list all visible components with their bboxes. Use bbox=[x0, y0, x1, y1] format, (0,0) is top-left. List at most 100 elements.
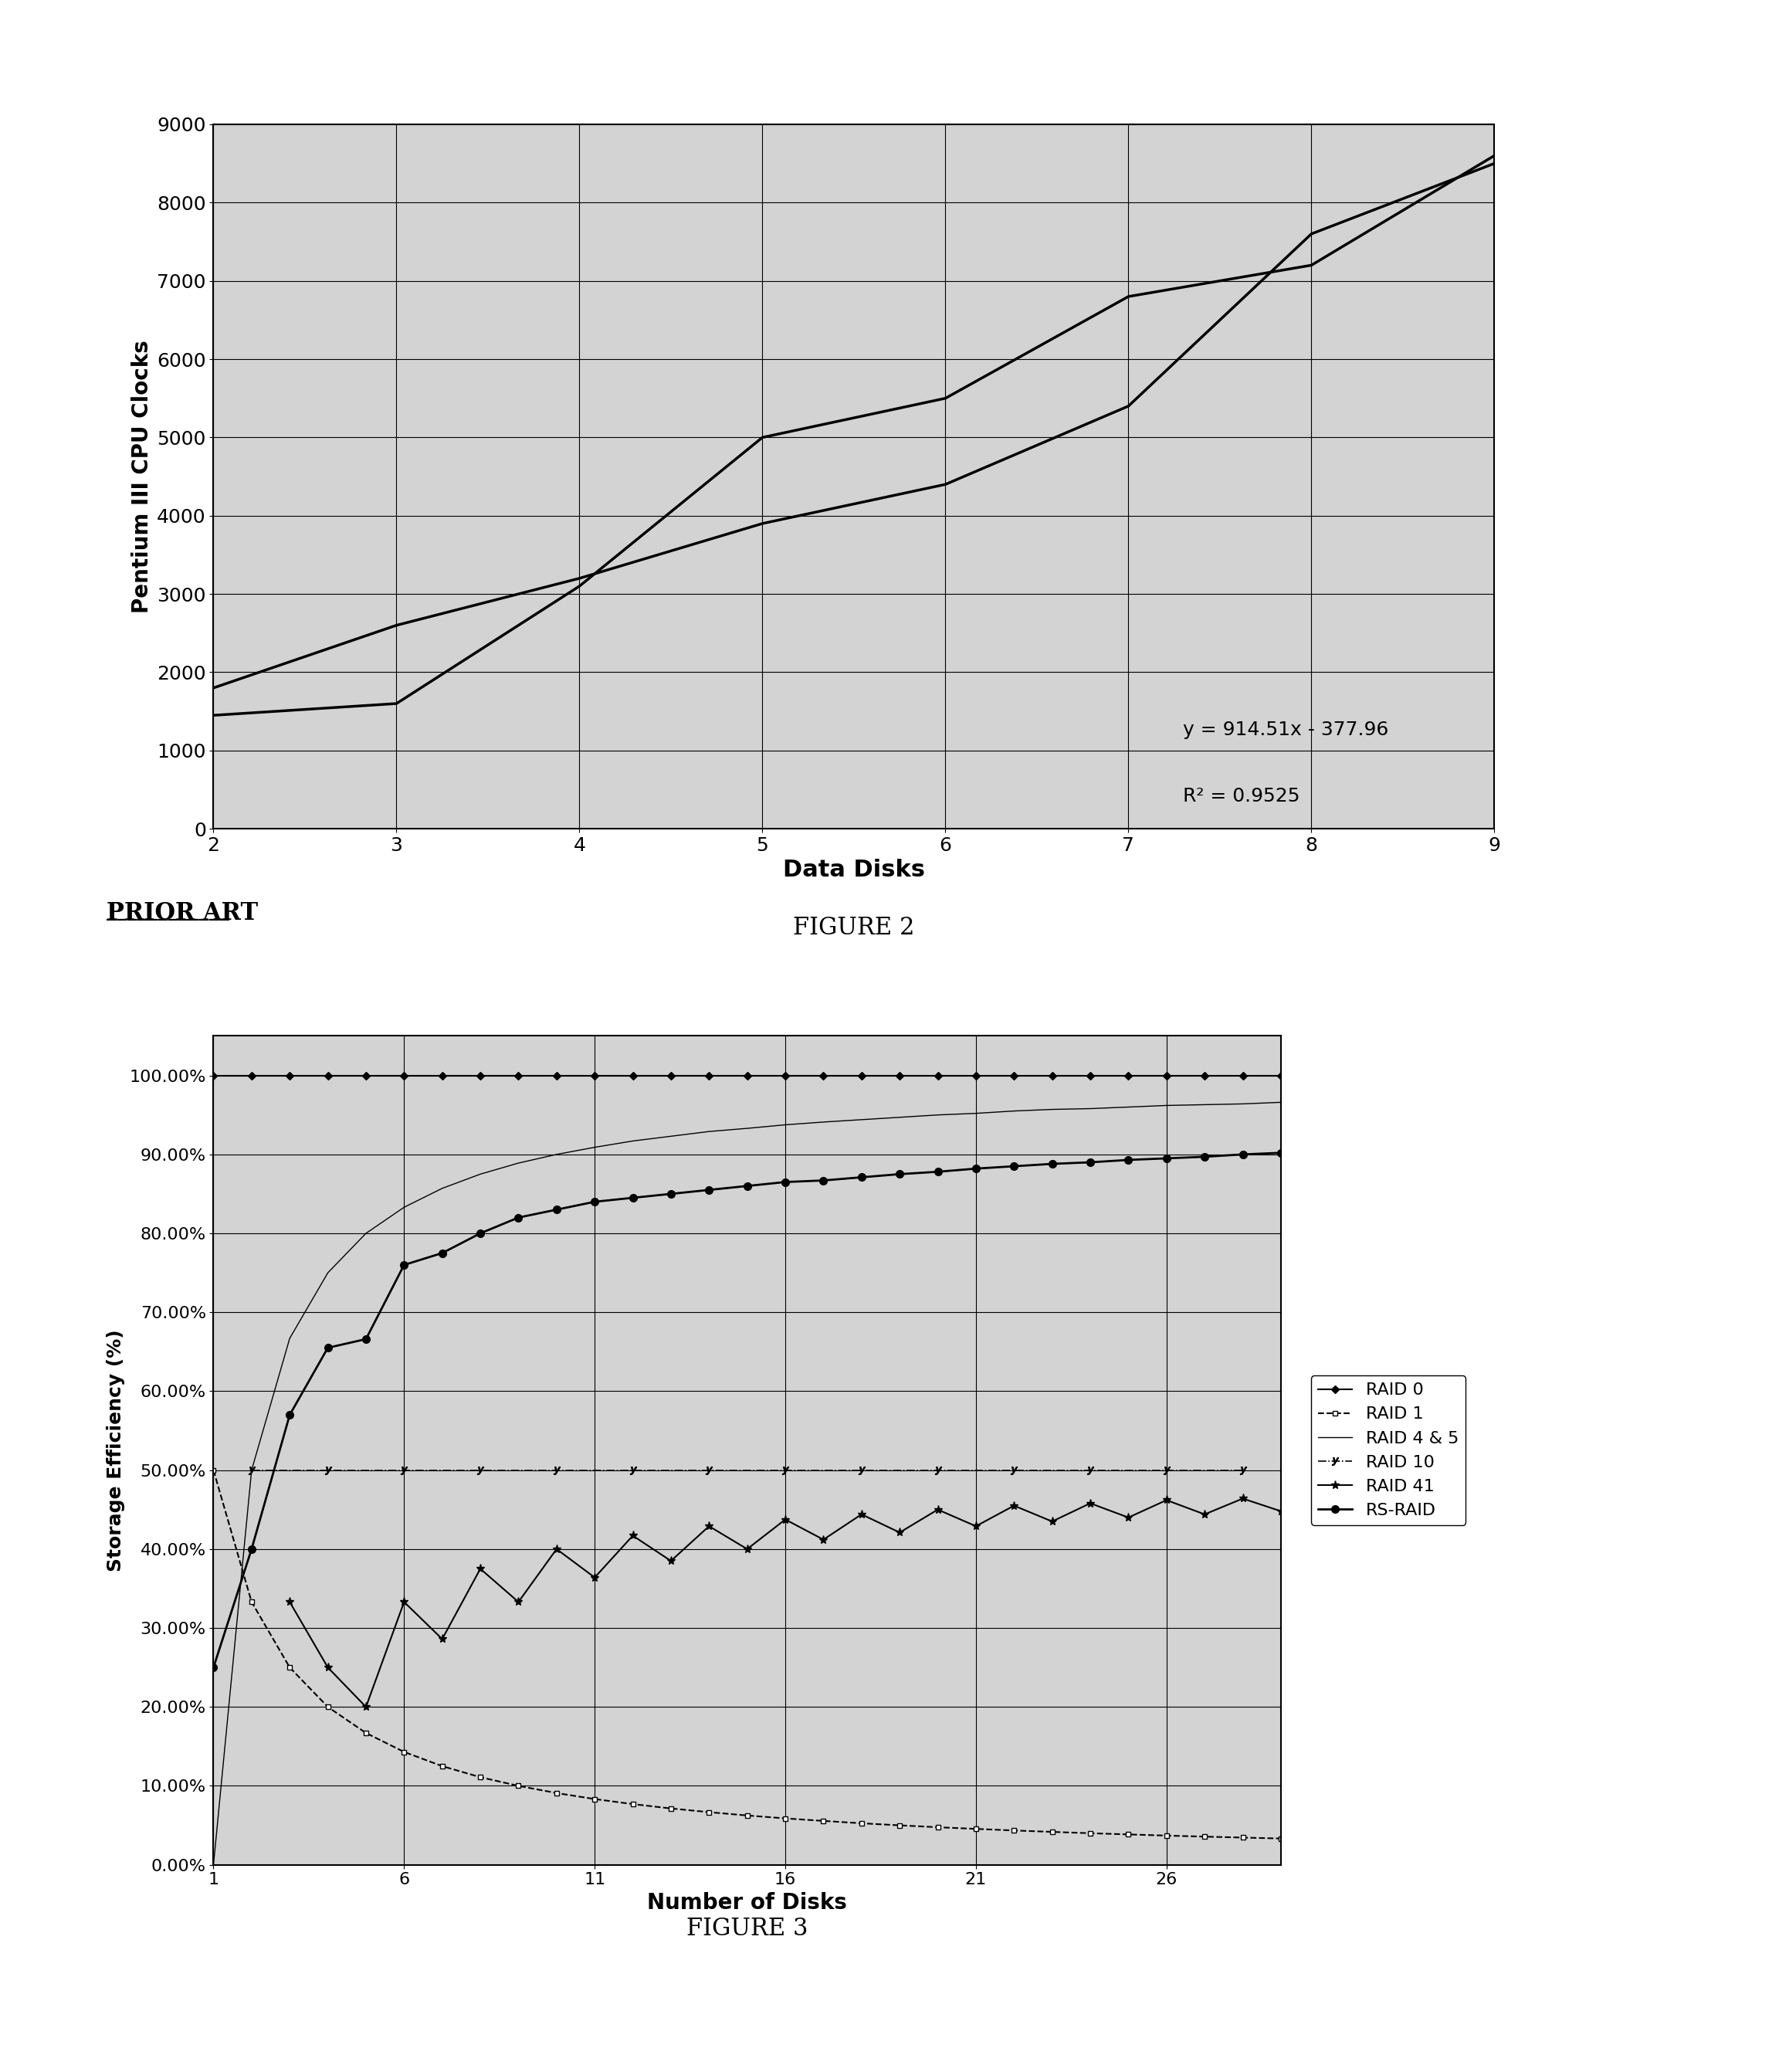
RS-RAID bbox=[1233, 1142, 1254, 1167]
RAID 0 bbox=[660, 1063, 681, 1088]
RAID 0 bbox=[279, 1063, 301, 1088]
RS-RAID bbox=[927, 1160, 948, 1185]
RS-RAID bbox=[317, 1334, 338, 1359]
RAID 10 bbox=[393, 1459, 415, 1484]
RAID 41 bbox=[813, 1527, 834, 1552]
RAID 0 bbox=[1270, 1063, 1292, 1088]
Text: y = 914.51x - 377.96: y = 914.51x - 377.96 bbox=[1183, 721, 1389, 740]
RAID 0 bbox=[737, 1063, 758, 1088]
RS-RAID bbox=[1270, 1140, 1292, 1164]
RS-RAID bbox=[699, 1177, 720, 1202]
RAID 1 bbox=[699, 1801, 720, 1825]
Line: RAID 4 & 5: RAID 4 & 5 bbox=[213, 1102, 1281, 1865]
RAID 0 bbox=[507, 1063, 528, 1088]
RAID 1 bbox=[774, 1807, 795, 1832]
RAID 10 bbox=[774, 1459, 795, 1484]
RAID 41 bbox=[1270, 1498, 1292, 1523]
RS-RAID bbox=[737, 1173, 758, 1198]
RAID 4 & 5 bbox=[1041, 1096, 1062, 1121]
RAID 1 bbox=[623, 1792, 644, 1817]
RAID 41 bbox=[850, 1502, 872, 1527]
RS-RAID bbox=[623, 1185, 644, 1210]
Text: PRIOR ART: PRIOR ART bbox=[107, 901, 258, 926]
RAID 0 bbox=[927, 1063, 948, 1088]
RAID 1 bbox=[1270, 1825, 1292, 1850]
RAID 0 bbox=[432, 1063, 454, 1088]
RAID 1 bbox=[927, 1815, 948, 1840]
RAID 41 bbox=[737, 1537, 758, 1562]
RAID 10 bbox=[699, 1459, 720, 1484]
Line: RAID 1: RAID 1 bbox=[210, 1467, 1284, 1842]
RAID 41 bbox=[774, 1506, 795, 1531]
RS-RAID bbox=[584, 1189, 605, 1214]
RAID 1 bbox=[1117, 1821, 1139, 1846]
RAID 1 bbox=[966, 1817, 987, 1842]
RAID 10 bbox=[240, 1459, 262, 1484]
RAID 10 bbox=[850, 1459, 872, 1484]
RAID 4 & 5 bbox=[1080, 1096, 1101, 1121]
RAID 10 bbox=[1003, 1459, 1025, 1484]
RAID 41 bbox=[623, 1523, 644, 1548]
RAID 10 bbox=[317, 1459, 338, 1484]
Y-axis label: Storage Efficiency (%): Storage Efficiency (%) bbox=[107, 1330, 125, 1571]
RAID 1 bbox=[1080, 1821, 1101, 1846]
RS-RAID bbox=[660, 1181, 681, 1206]
RAID 4 & 5 bbox=[660, 1123, 681, 1148]
RAID 4 & 5 bbox=[470, 1162, 491, 1187]
RAID 10 bbox=[546, 1459, 568, 1484]
Line: RAID 10: RAID 10 bbox=[247, 1467, 1247, 1473]
Line: RAID 0: RAID 0 bbox=[210, 1073, 1284, 1077]
RAID 1 bbox=[1194, 1823, 1215, 1848]
X-axis label: Number of Disks: Number of Disks bbox=[648, 1892, 847, 1915]
RAID 0 bbox=[584, 1063, 605, 1088]
RS-RAID bbox=[966, 1156, 987, 1181]
RAID 1 bbox=[850, 1811, 872, 1836]
RS-RAID bbox=[279, 1403, 301, 1428]
RAID 1 bbox=[1041, 1819, 1062, 1844]
RAID 4 & 5 bbox=[927, 1102, 948, 1127]
Text: FIGURE 3: FIGURE 3 bbox=[687, 1917, 808, 1941]
RAID 4 & 5 bbox=[1270, 1090, 1292, 1115]
RAID 41 bbox=[1117, 1504, 1139, 1529]
RAID 41 bbox=[927, 1498, 948, 1523]
RS-RAID bbox=[1194, 1144, 1215, 1169]
RAID 1 bbox=[660, 1796, 681, 1821]
Y-axis label: Pentium III CPU Clocks: Pentium III CPU Clocks bbox=[132, 340, 153, 613]
RAID 4 & 5 bbox=[1117, 1094, 1139, 1119]
RAID 4 & 5 bbox=[1156, 1094, 1178, 1119]
RAID 0 bbox=[1194, 1063, 1215, 1088]
Line: RS-RAID: RS-RAID bbox=[210, 1150, 1284, 1672]
RAID 4 & 5 bbox=[317, 1260, 338, 1285]
RAID 41 bbox=[1194, 1502, 1215, 1527]
RAID 0 bbox=[240, 1063, 262, 1088]
RS-RAID bbox=[813, 1169, 834, 1193]
RAID 1 bbox=[356, 1720, 377, 1745]
RAID 4 & 5 bbox=[279, 1326, 301, 1351]
RAID 1 bbox=[317, 1695, 338, 1720]
RAID 10 bbox=[1080, 1459, 1101, 1484]
RAID 41 bbox=[1041, 1508, 1062, 1533]
RAID 0 bbox=[1156, 1063, 1178, 1088]
RAID 4 & 5 bbox=[966, 1100, 987, 1125]
RAID 0 bbox=[1080, 1063, 1101, 1088]
RAID 4 & 5 bbox=[737, 1117, 758, 1142]
RAID 10 bbox=[927, 1459, 948, 1484]
RAID 0 bbox=[203, 1063, 224, 1088]
RAID 4 & 5 bbox=[507, 1150, 528, 1175]
RAID 41 bbox=[507, 1589, 528, 1614]
RAID 1 bbox=[507, 1774, 528, 1798]
RAID 0 bbox=[966, 1063, 987, 1088]
RAID 1 bbox=[240, 1589, 262, 1614]
RAID 4 & 5 bbox=[203, 1852, 224, 1877]
RAID 41 bbox=[432, 1627, 454, 1651]
RAID 1 bbox=[279, 1656, 301, 1680]
RS-RAID bbox=[507, 1206, 528, 1231]
RAID 41 bbox=[1233, 1486, 1254, 1510]
RAID 4 & 5 bbox=[546, 1142, 568, 1167]
RAID 0 bbox=[699, 1063, 720, 1088]
RAID 1 bbox=[737, 1803, 758, 1828]
RS-RAID bbox=[1041, 1152, 1062, 1177]
RAID 0 bbox=[774, 1063, 795, 1088]
RAID 4 & 5 bbox=[584, 1135, 605, 1160]
RS-RAID bbox=[432, 1241, 454, 1266]
